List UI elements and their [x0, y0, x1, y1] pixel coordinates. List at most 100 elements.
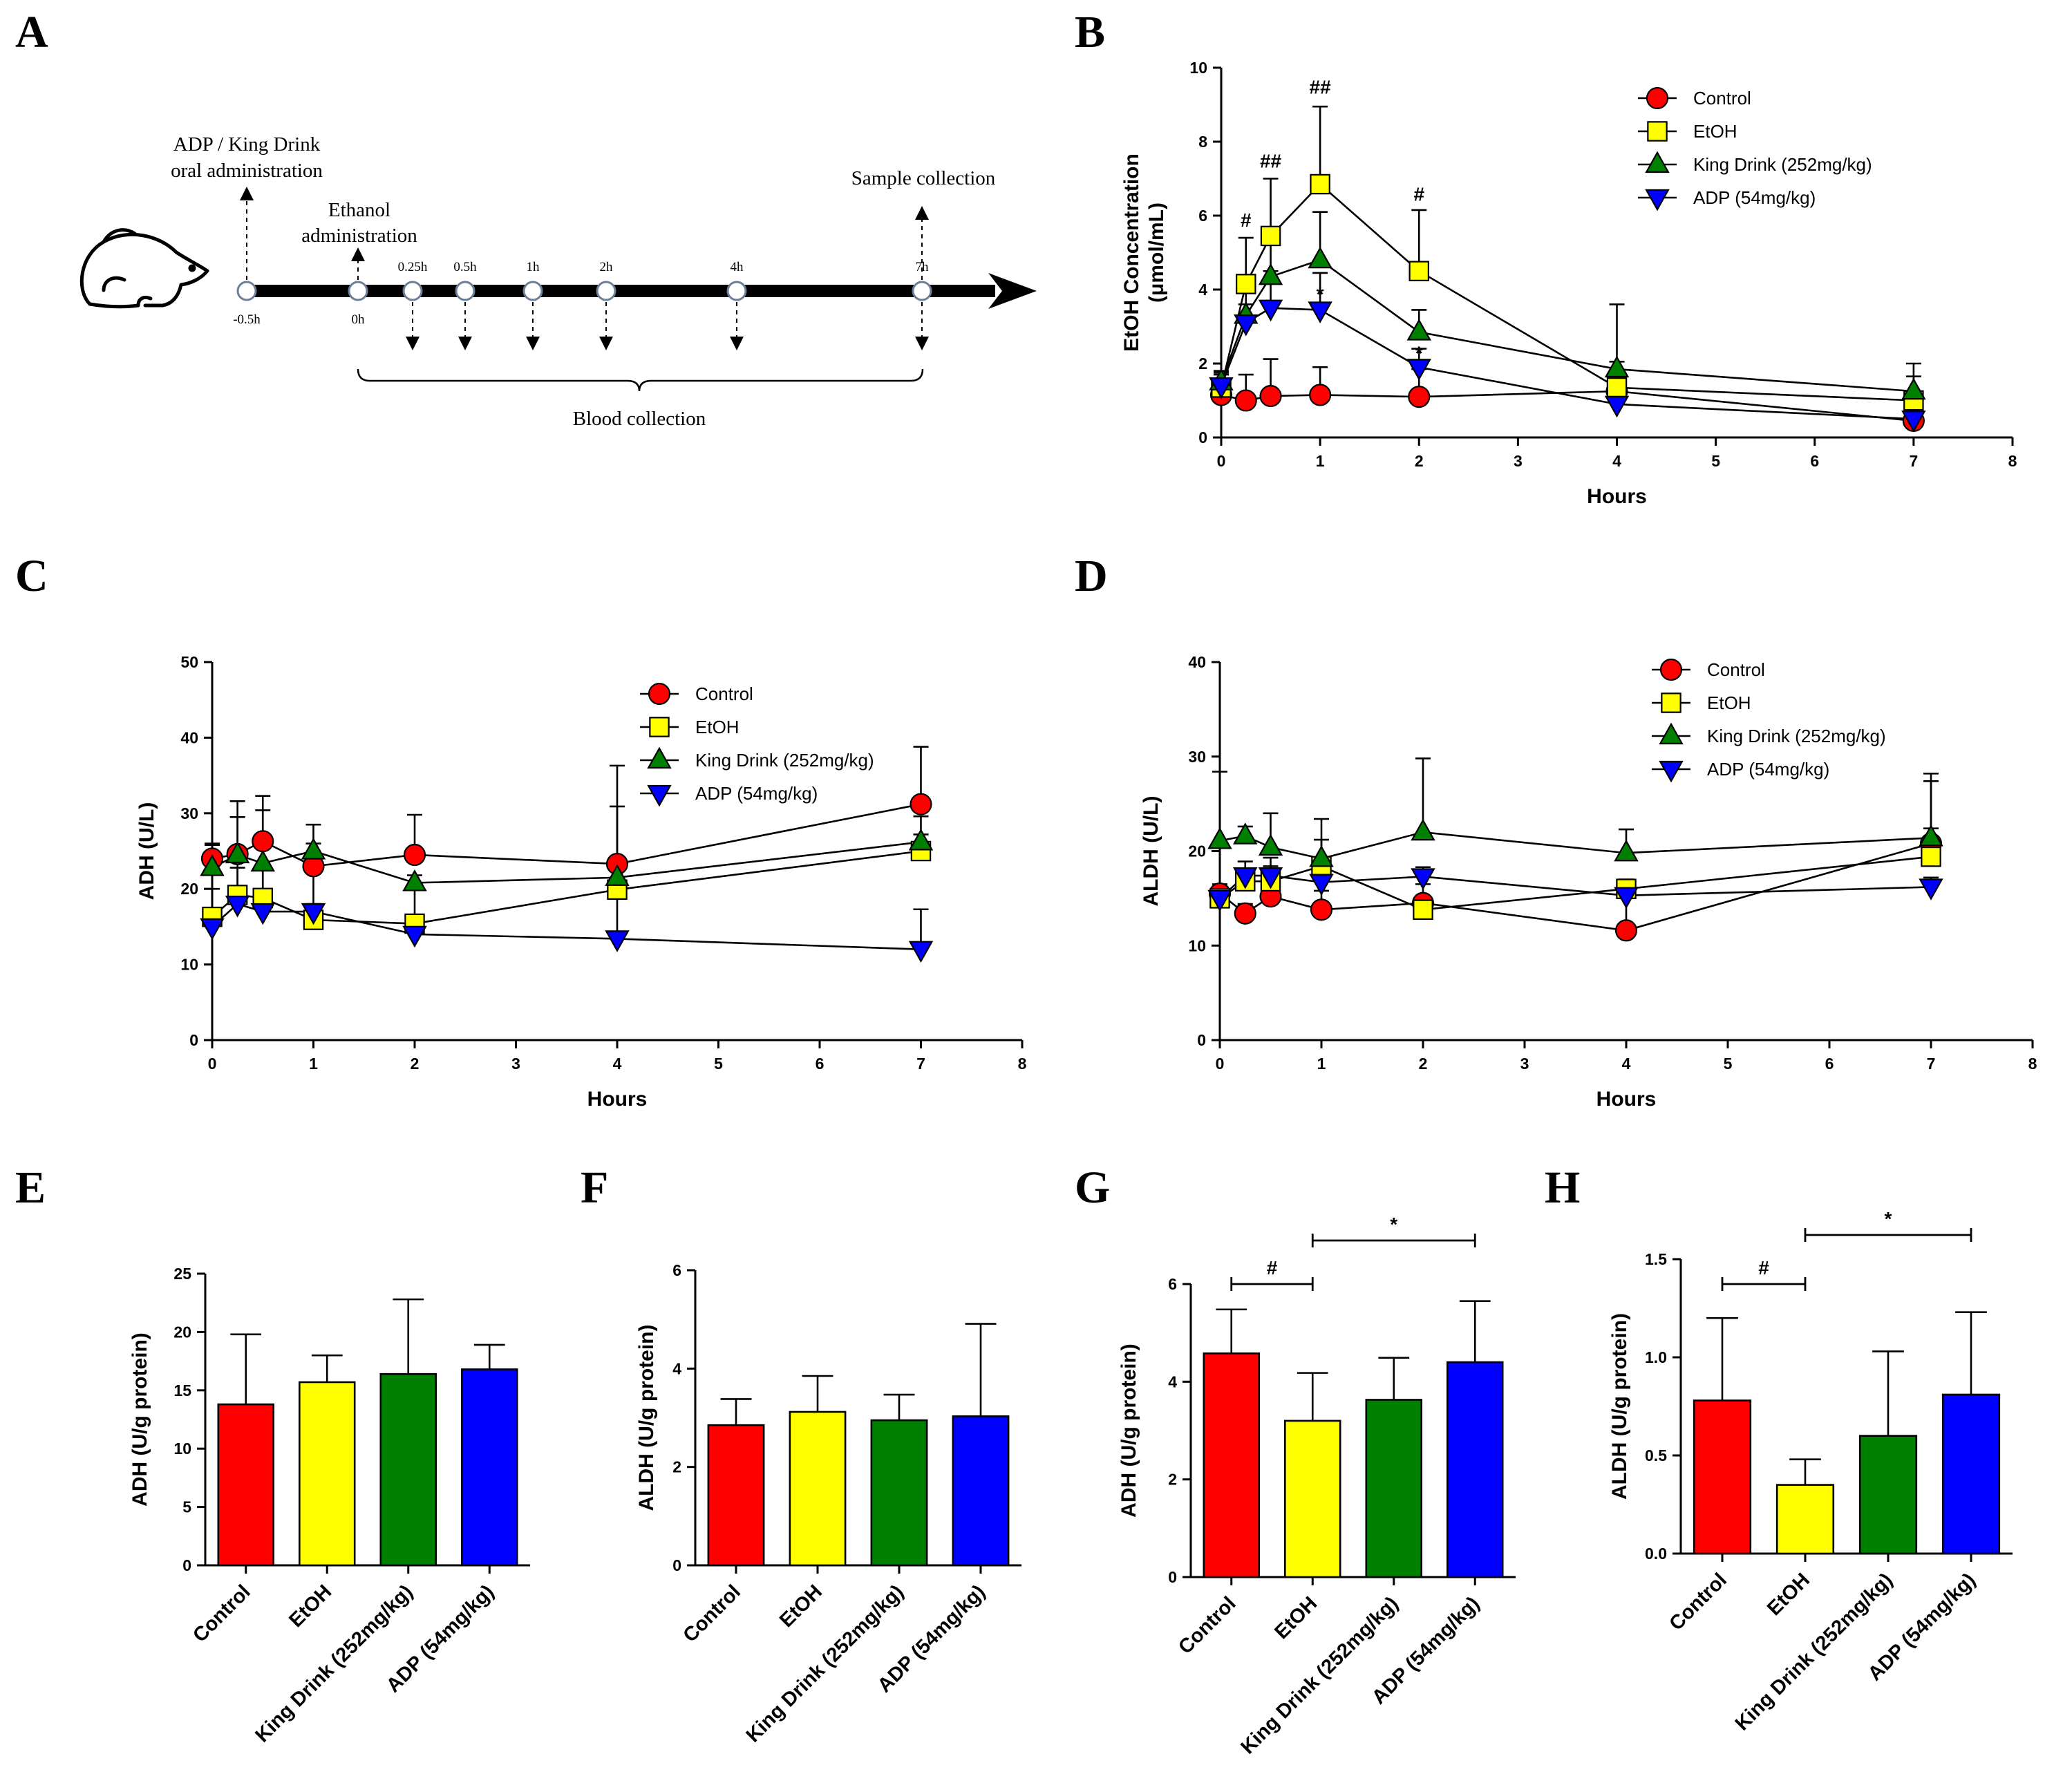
y-tick-label: 0 [672, 1556, 681, 1574]
mouse-icon [79, 228, 209, 309]
king-drink-marker [1308, 246, 1332, 269]
chart-b-ethanol: 0 1 2 3 4 5 6 7 8 0 2 4 6 8 10 Hours EtOH Concentration(… [1120, 59, 2017, 508]
control-marker [1614, 919, 1638, 942]
adp-marker [1659, 760, 1684, 783]
adp-marker [1209, 377, 1234, 399]
chart-c-adh-serum: 0 1 2 3 4 5 6 7 8 0 10 20 30 40 50 Hours ADH (U/L) Contro… [135, 653, 1027, 1111]
control-marker [1408, 386, 1431, 408]
king-drink-marker [1919, 824, 1943, 847]
bar [379, 1373, 437, 1567]
category-label: EtOH [1763, 1569, 1814, 1620]
chart-h-aldh-tissue: 0.0 0.5 1.0 1.5 ALDH (U/g protein) Control EtO… [1608, 1208, 2013, 1735]
x-tick-label: 4 [613, 1055, 622, 1073]
category-label: King Drink (252mg/kg) [742, 1581, 908, 1746]
y-tick-label: 0 [1168, 1568, 1177, 1586]
y-axis-label: EtOH Concentration [1120, 153, 1143, 352]
y-tick-label: 1.0 [1645, 1348, 1667, 1366]
y-axis-label: ADH (U/g protein) [129, 1332, 151, 1507]
timeline-dot [348, 281, 368, 301]
series-line [1220, 258, 1914, 393]
x-tick-label: 4 [1612, 452, 1621, 470]
etoh-marker [1260, 225, 1281, 247]
y-axis-label: ALDH (U/L) [1140, 796, 1162, 907]
y-tick-label: 5 [182, 1498, 191, 1516]
y-axis-label-unit: (μmol/mL) [1145, 202, 1168, 303]
panel-letter-c: C [15, 551, 48, 601]
y-tick-label: 2 [1198, 355, 1207, 372]
timeline-label: 0.25h [398, 260, 428, 274]
significance-mark: # [1758, 1257, 1769, 1279]
x-tick-label: 8 [1018, 1055, 1027, 1073]
king-drink-marker [1614, 839, 1639, 862]
timeline-label: 2h [600, 260, 614, 274]
y-tick-label: 0 [189, 1031, 198, 1049]
timeline-dot [912, 281, 932, 301]
category-label: Control [679, 1581, 745, 1647]
x-tick-label: 1 [1317, 1055, 1326, 1073]
x-tick-label: 7 [1927, 1055, 1936, 1073]
blood-collection-label: Blood collection [573, 408, 706, 430]
king-drink-marker [402, 869, 427, 892]
y-tick-label: 20 [180, 880, 198, 898]
y-tick-label: 0.0 [1645, 1545, 1667, 1563]
control-marker [1646, 86, 1669, 110]
adp-marker [402, 925, 427, 948]
control-marker [1259, 385, 1282, 408]
legend-label: Control [695, 683, 753, 704]
y-axis-label: ALDH (U/g protein) [1608, 1313, 1631, 1500]
legend-label: King Drink (252mg/kg) [1707, 726, 1886, 746]
bar [1284, 1420, 1341, 1578]
category-label: EtOH [775, 1581, 827, 1632]
x-tick-label: 0 [208, 1055, 217, 1073]
timeline-dot [455, 281, 475, 301]
oral-admin-label-2: oral administration [171, 160, 323, 182]
adp-marker [908, 941, 934, 963]
y-tick-label: 30 [180, 804, 198, 822]
etoh-marker [1661, 692, 1681, 713]
king-drink-marker [200, 854, 225, 876]
adp-marker [1604, 395, 1630, 418]
category-label: King Drink (252mg/kg) [251, 1581, 417, 1746]
timeline-label: -0.5h [233, 312, 261, 327]
ethanol-admin-label-2: administration [301, 225, 417, 247]
blood-collection-brace [357, 368, 924, 392]
legend-label: ADP (54mg/kg) [695, 783, 818, 804]
x-tick-label: 0 [1216, 1055, 1225, 1073]
king-drink-marker [250, 849, 275, 872]
adp-marker [301, 903, 326, 925]
etoh-marker [1408, 261, 1429, 281]
y-tick-label: 40 [1188, 653, 1206, 671]
etoh-marker [1647, 121, 1668, 142]
control-marker [648, 682, 671, 706]
category-label: EtOH [285, 1581, 336, 1632]
bar [298, 1381, 356, 1567]
timeline-dot [726, 281, 747, 301]
y-tick-label: 25 [173, 1265, 191, 1283]
control-marker [1659, 658, 1683, 681]
adp-marker [1234, 314, 1259, 337]
category-label: King Drink (252mg/kg) [1236, 1592, 1402, 1758]
adp-marker [605, 930, 630, 952]
panel-letter-f: F [581, 1162, 608, 1213]
chart-d-aldh-serum: 0 1 2 3 4 5 6 7 8 0 10 20 30 40 Hours ALDH (U/L) Control… [1140, 653, 2037, 1111]
significance-mark: # [1241, 209, 1252, 231]
x-tick-label: 8 [2008, 452, 2017, 470]
timeline-label: 0.5h [453, 260, 477, 274]
etoh-marker [1921, 846, 1941, 867]
legend-label: EtOH [1693, 121, 1737, 142]
y-tick-label: 10 [173, 1440, 191, 1458]
significance-mark: * [1390, 1214, 1397, 1235]
y-tick-label: 10 [180, 956, 198, 974]
x-tick-label: 4 [1622, 1055, 1631, 1073]
x-tick-label: 8 [2028, 1055, 2037, 1073]
y-tick-label: 50 [180, 653, 198, 671]
bar [460, 1368, 518, 1567]
legend-label: EtOH [1707, 692, 1751, 713]
adp-marker [1233, 867, 1258, 889]
control-marker [1234, 389, 1257, 412]
adp-marker [1411, 868, 1435, 890]
king-drink-marker [605, 864, 630, 886]
bar [1203, 1352, 1261, 1578]
